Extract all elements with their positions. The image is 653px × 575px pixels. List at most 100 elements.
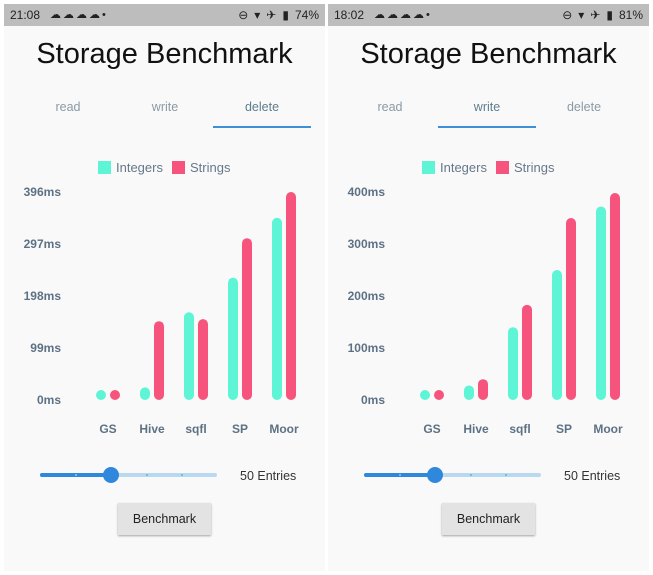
system-icons: ⊖ ▾ ✈ ▮ 81% [556,8,643,22]
y-tick-label: 200ms [348,289,386,303]
slider-thumb[interactable] [102,467,119,483]
bar-integers-sp [228,277,238,400]
benchmark-button[interactable]: Benchmark [118,503,211,535]
status-time: 18:02 [334,8,365,22]
wifi-icon: ▾ [578,8,585,22]
bar-strings-moor [610,193,620,400]
legend-label-strings: Strings [190,160,231,175]
entries-slider[interactable] [364,473,541,477]
airplane-icon: ✈ [590,8,601,22]
bar-integers-moor [596,206,606,400]
tab-delete[interactable]: delete [244,100,280,114]
bar-chart: 0ms 99ms 198ms 297ms 396ms GS Hive sqfl SP Moor [24,185,299,436]
legend-swatch-integers [422,161,435,174]
slider-tick [399,474,401,476]
bar-strings-sp [566,218,576,400]
bar-integers-hive [464,385,474,400]
slider-tick [75,474,77,476]
battery-percent: 81% [618,8,643,22]
x-tick-label: Moor [593,422,623,436]
status-time: 21:08 [10,8,41,22]
legend-label-integers: Integers [116,160,163,175]
notification-icon: ☁ [89,9,102,21]
wifi-icon: ▾ [254,8,261,22]
phone-screen-right: 18:02 ☁☁☁☁• ⊖ ▾ ✈ ▮ 81% Storage Benchmark re… [328,4,649,571]
x-tick-label: Hive [139,422,165,436]
dot-icon: • [426,9,432,21]
tab-write[interactable]: write [473,100,501,114]
bar-integers-hive [140,387,150,400]
x-tick-label: GS [99,422,116,436]
y-tick-label: 400ms [348,185,386,199]
y-tick-label: 300ms [348,237,386,251]
notification-icon: ☁ [374,9,387,21]
phone-screen-left: 21:08 ☁☁☁☁• ⊖ ▾ ✈ ▮ 74% Storage Benchmark re… [4,4,325,571]
bar-strings-sqfl [522,304,532,400]
bar-strings-gs [434,390,444,400]
legend-swatch-integers [98,161,111,174]
x-tick-label: GS [423,422,440,436]
tab-delete[interactable]: delete [566,100,602,114]
x-tick-label: Hive [463,422,489,436]
x-tick-label: sqfl [185,422,206,436]
bar-chart: 0ms 100ms 200ms 300ms 400ms GS Hive sqfl SP Moor [348,185,623,436]
notification-icon: ☁ [76,9,89,21]
legend-label-integers: Integers [440,160,487,175]
bar-integers-gs [96,390,106,400]
do-not-disturb-icon: ⊖ [562,8,573,22]
notification-icon: ☁ [413,9,426,21]
notification-icon: ☁ [63,9,76,21]
y-tick-label: 100ms [348,341,386,355]
bar-integers-sqfl [184,312,194,400]
bar-strings-sp [242,238,252,400]
tab-indicator [438,126,536,128]
entries-label: 50 Entries [564,469,621,483]
y-tick-label: 396ms [24,185,62,199]
notification-icons: ☁☁☁☁• [374,8,432,21]
airplane-icon: ✈ [266,8,277,22]
bar-strings-hive [154,321,164,400]
x-tick-label: Moor [269,422,299,436]
y-tick-label: 0ms [361,393,385,407]
page-title: Storage Benchmark [36,38,293,70]
slider-tick [505,474,507,476]
slider-tick [146,474,148,476]
entries-slider[interactable] [40,473,217,477]
x-tick-label: SP [232,422,248,436]
tab-indicator [213,126,311,128]
bar-integers-moor [272,217,282,400]
notification-icon: ☁ [50,9,63,21]
y-tick-label: 99ms [30,341,61,355]
bar-strings-sqfl [198,319,208,400]
y-tick-label: 198ms [24,289,62,303]
battery-percent: 74% [294,8,319,22]
notification-icon: ☁ [387,9,400,21]
tab-bar: read write delete [328,96,649,132]
bar-strings-hive [478,379,488,400]
slider-thumb[interactable] [426,467,443,483]
x-tick-label: SP [556,422,572,436]
system-icons: ⊖ ▾ ✈ ▮ 74% [232,8,319,22]
battery-icon: ▮ [606,8,613,22]
bar-integers-sp [552,270,562,400]
battery-icon: ▮ [282,8,289,22]
entries-label: 50 Entries [240,469,297,483]
benchmark-button[interactable]: Benchmark [442,503,535,535]
slider-tick [181,474,183,476]
legend-swatch-strings [496,161,509,174]
chart-legend: Integers Strings [4,159,325,177]
tab-read[interactable]: read [55,100,81,114]
legend-swatch-strings [172,161,185,174]
tab-read[interactable]: read [377,100,403,114]
bar-integers-gs [420,390,430,400]
notification-icons: ☁☁☁☁• [50,8,108,21]
y-tick-label: 297ms [24,237,62,251]
bar-strings-gs [110,390,120,400]
notification-icon: ☁ [400,9,413,21]
status-bar: 21:08 ☁☁☁☁• ⊖ ▾ ✈ ▮ 74% [4,4,325,26]
chart-legend: Integers Strings [328,159,649,177]
do-not-disturb-icon: ⊖ [238,8,249,22]
slider-tick [470,474,472,476]
bar-integers-sqfl [508,327,518,400]
tab-write[interactable]: write [151,100,179,114]
